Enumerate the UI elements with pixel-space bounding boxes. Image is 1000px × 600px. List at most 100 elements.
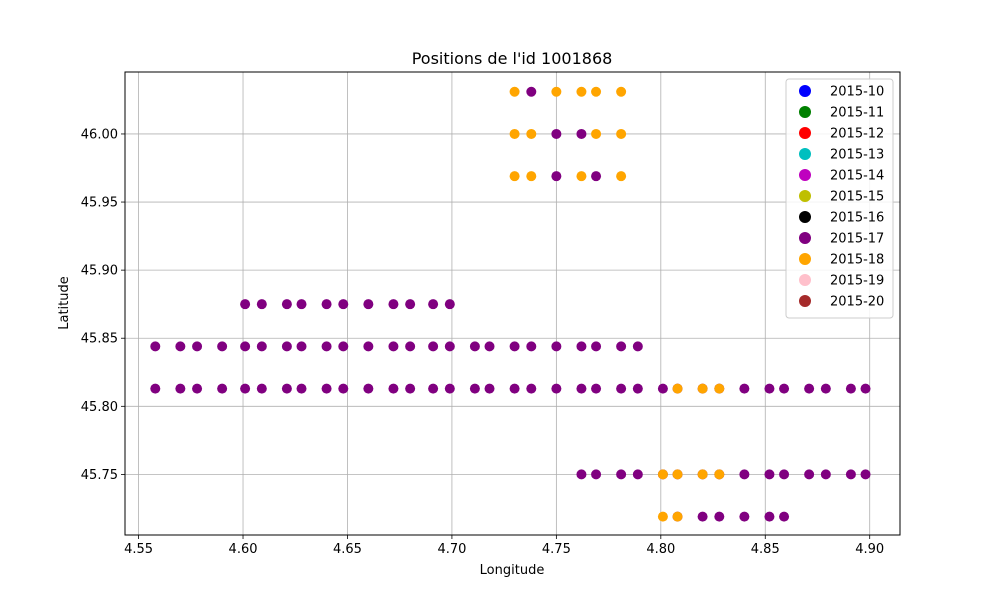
data-point [591,469,602,480]
x-tick-label: 4.55 [124,542,153,557]
data-point [240,299,251,310]
data-point [484,341,495,352]
data-point [192,383,203,394]
data-point [363,299,374,310]
data-point [576,128,587,139]
data-point [764,511,775,522]
data-point [444,299,455,310]
legend-label: 2015-16 [830,211,884,226]
x-tick-label: 4.85 [751,542,780,557]
data-point [672,511,683,522]
legend-marker [799,274,811,286]
data-point [526,341,537,352]
data-point [217,341,228,352]
data-point [509,341,520,352]
data-point [338,341,349,352]
data-point [779,383,790,394]
data-point [256,383,267,394]
data-point [576,383,587,394]
legend-marker [799,106,811,118]
data-point [576,469,587,480]
data-point [820,383,831,394]
data-point [657,511,668,522]
data-point [469,341,480,352]
data-point [281,341,292,352]
data-point [860,383,871,394]
data-point [576,341,587,352]
data-point [804,469,815,480]
y-tick-label: 45.95 [81,196,118,211]
data-points [150,86,871,522]
legend-label: 2015-12 [830,127,884,142]
data-point [509,383,520,394]
data-point [388,341,399,352]
data-point [616,86,627,97]
data-point [860,469,871,480]
legend-marker [799,169,811,181]
data-point [526,171,537,182]
data-point [363,341,374,352]
data-point [616,469,627,480]
data-point [405,299,416,310]
legend-marker [799,211,811,223]
data-point [739,469,750,480]
data-point [428,341,439,352]
data-point [672,383,683,394]
data-point [444,383,455,394]
legend-marker [799,190,811,202]
x-tick-label: 4.90 [855,542,884,557]
data-point [804,383,815,394]
data-point [150,341,161,352]
data-point [405,341,416,352]
data-point [591,171,602,182]
data-point [296,299,307,310]
data-point [672,469,683,480]
legend-label: 2015-14 [830,169,884,184]
data-point [338,383,349,394]
data-point [616,383,627,394]
data-point [551,341,562,352]
data-point [509,86,520,97]
data-point [321,299,332,310]
x-tick-label: 4.65 [333,542,362,557]
data-point [338,299,349,310]
data-point [616,341,627,352]
data-point [845,383,856,394]
x-tick-label: 4.80 [646,542,675,557]
legend-label: 2015-13 [830,148,884,163]
legend-label: 2015-15 [830,190,884,205]
data-point [551,86,562,97]
data-point [240,341,251,352]
data-point [428,299,439,310]
legend-box [785,78,894,319]
data-point [591,341,602,352]
data-point [363,383,374,394]
legend: 2015-10 2015-11 2015-12 2015-13 2015-14 2015-… [785,78,894,319]
data-point [576,171,587,182]
data-point [616,128,627,139]
data-point [192,341,203,352]
data-point [217,383,228,394]
data-point [321,341,332,352]
y-tick-label: 45.85 [81,332,118,347]
data-point [697,511,708,522]
data-point [388,299,399,310]
y-tick-label: 45.90 [81,264,118,279]
data-point [632,469,643,480]
data-point [150,383,161,394]
legend-label: 2015-18 [830,253,884,268]
data-point [281,383,292,394]
x-axis-title: Longitude [480,563,545,578]
data-point [240,383,251,394]
data-point [632,341,643,352]
data-point [591,86,602,97]
x-tick-label: 4.70 [437,542,466,557]
data-point [256,341,267,352]
legend-marker [799,85,811,97]
x-tick-label: 4.75 [542,542,571,557]
data-point [820,469,831,480]
data-point [296,341,307,352]
y-tick-label: 45.75 [81,468,118,483]
data-point [175,341,186,352]
